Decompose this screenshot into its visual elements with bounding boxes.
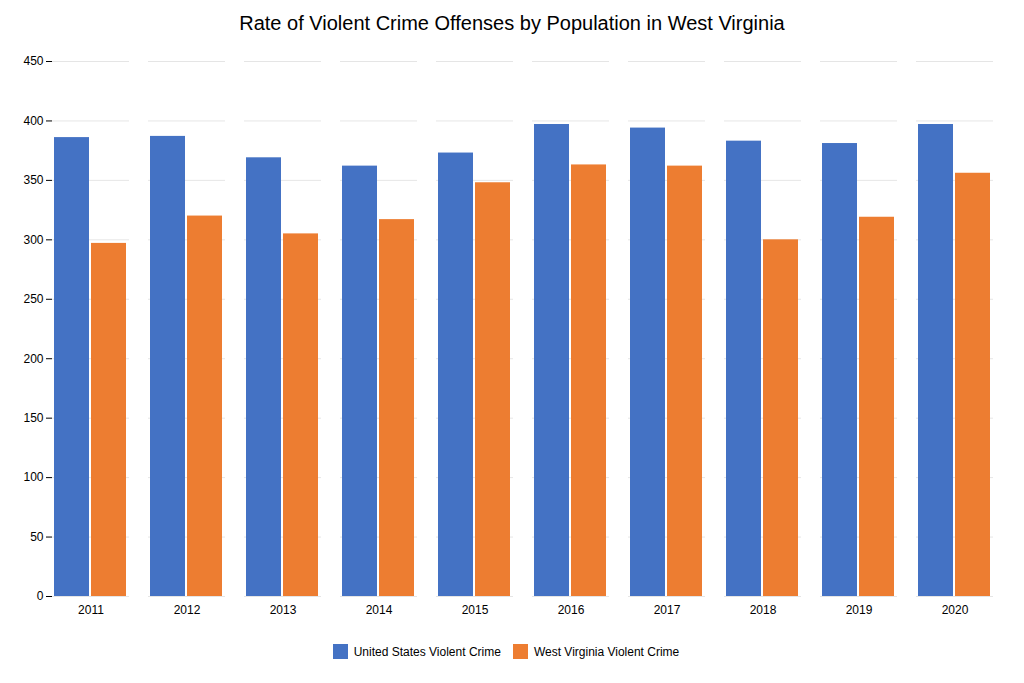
svg-text:2017: 2017 <box>654 603 681 617</box>
svg-text:250: 250 <box>23 292 43 306</box>
svg-text:2020: 2020 <box>942 603 969 617</box>
svg-text:450: 450 <box>23 54 43 68</box>
svg-text:0: 0 <box>37 589 44 603</box>
svg-text:2011: 2011 <box>78 603 104 617</box>
svg-text:2019: 2019 <box>846 603 873 617</box>
svg-text:350: 350 <box>23 173 43 187</box>
svg-text:2014: 2014 <box>366 603 393 617</box>
svg-text:50: 50 <box>30 530 44 544</box>
html-text:United States Violent Crime: United States Violent Crime <box>353 644 501 659</box>
svg-text:150: 150 <box>23 411 43 425</box>
svg-text:2016: 2016 <box>558 603 585 617</box>
svg-text:2013: 2013 <box>270 603 297 617</box>
svg-text:2012: 2012 <box>174 603 201 617</box>
svg-text:2015: 2015 <box>462 603 489 617</box>
svg-text:300: 300 <box>23 233 43 247</box>
html-text:Rate of Violent Crime Offenses: Rate of Violent Crime Offenses by Popula… <box>239 12 785 34</box>
svg-text:100: 100 <box>23 470 43 484</box>
svg-text:400: 400 <box>23 114 43 128</box>
svg-text:2018: 2018 <box>750 603 777 617</box>
svg-text:200: 200 <box>23 352 43 366</box>
html-text:West Virginia Violent Crime: West Virginia Violent Crime <box>533 644 680 659</box>
